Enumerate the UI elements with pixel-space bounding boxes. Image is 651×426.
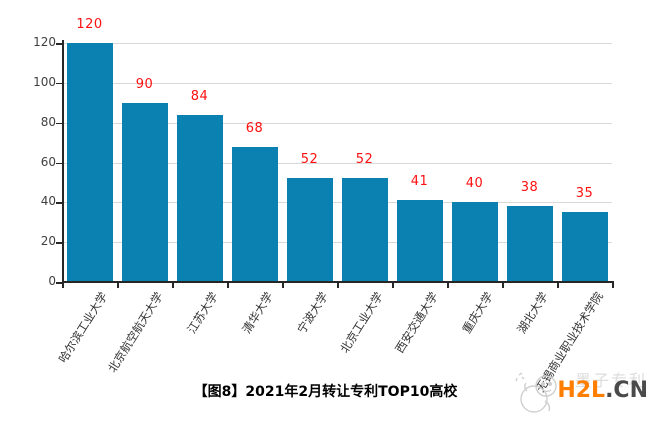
watermark-gray-text: 墨子专利 bbox=[574, 371, 647, 390]
y-gridline bbox=[62, 122, 612, 124]
bar bbox=[506, 206, 553, 282]
x-tick-mark bbox=[62, 282, 64, 288]
bar-value-label: 52 bbox=[355, 152, 374, 168]
y-gridline bbox=[62, 202, 612, 204]
category-label: 北京工业大学 bbox=[336, 289, 386, 356]
y-axis-line bbox=[62, 40, 64, 283]
x-tick-mark bbox=[612, 282, 614, 288]
bar bbox=[66, 43, 113, 282]
category-label: 北京航空航天大学 bbox=[104, 289, 166, 375]
watermark-brand-dark: .CN bbox=[605, 378, 648, 403]
y-gridline bbox=[62, 43, 612, 44]
x-tick-mark bbox=[557, 282, 559, 288]
bar bbox=[451, 202, 498, 282]
bar-value-label: 35 bbox=[575, 186, 594, 202]
bar-value-label: 52 bbox=[300, 152, 319, 168]
y-tick-label: 20 bbox=[40, 234, 56, 249]
chart-caption: 【图8】2021年2月转让专利TOP10高校 bbox=[193, 384, 458, 400]
x-tick-mark bbox=[337, 282, 339, 288]
y-gridline bbox=[62, 242, 612, 244]
x-tick-mark bbox=[282, 282, 284, 288]
y-tick-mark bbox=[56, 202, 62, 204]
y-tick-label: 80 bbox=[40, 114, 56, 129]
y-tick-label: 0 bbox=[48, 274, 56, 288]
bar bbox=[341, 178, 388, 282]
bar bbox=[231, 146, 278, 282]
bar bbox=[121, 102, 168, 282]
bar bbox=[176, 114, 223, 282]
bar bbox=[396, 200, 443, 282]
y-tick-label: 40 bbox=[40, 194, 56, 209]
y-gridline bbox=[62, 82, 612, 84]
y-tick-mark bbox=[56, 43, 62, 45]
category-label: 重庆大学 bbox=[458, 289, 496, 336]
x-tick-mark bbox=[447, 282, 449, 288]
category-label: 湖北大学 bbox=[513, 289, 551, 336]
x-tick-mark bbox=[172, 282, 174, 288]
bar-value-label: 68 bbox=[245, 120, 264, 136]
bar bbox=[286, 178, 333, 282]
bar-value-label: 40 bbox=[465, 176, 484, 192]
x-tick-mark bbox=[117, 282, 119, 288]
bar-value-label: 90 bbox=[135, 76, 154, 92]
x-tick-mark bbox=[502, 282, 504, 288]
x-tick-mark bbox=[392, 282, 394, 288]
y-gridline bbox=[62, 162, 612, 164]
bar-value-label: 41 bbox=[410, 174, 429, 190]
y-tick-mark bbox=[56, 282, 62, 284]
bar bbox=[561, 212, 608, 282]
watermark-brand-orange: H2L bbox=[557, 378, 606, 403]
watermark: 墨子专利 H2L.CN bbox=[515, 371, 650, 423]
category-label: 宁波大学 bbox=[293, 289, 331, 336]
category-label: 哈尔滨工业大学 bbox=[55, 289, 111, 366]
category-label: 清华大学 bbox=[238, 289, 276, 336]
y-tick-label: 120 bbox=[33, 35, 56, 49]
x-tick-mark bbox=[227, 282, 229, 288]
x-axis-line bbox=[62, 281, 614, 283]
watermark-brand: H2L.CN bbox=[557, 378, 648, 403]
watermark-mascot-icon bbox=[515, 371, 569, 421]
y-tick-label: 100 bbox=[33, 74, 56, 89]
y-tick-mark bbox=[56, 122, 62, 125]
y-tick-mark bbox=[56, 242, 62, 244]
bar-value-label: 38 bbox=[520, 180, 539, 196]
y-tick-label: 60 bbox=[40, 154, 56, 169]
bar-value-label: 84 bbox=[190, 88, 209, 104]
category-label: 西安交通大学 bbox=[391, 289, 441, 356]
y-tick-mark bbox=[56, 82, 62, 85]
y-tick-mark bbox=[56, 162, 62, 164]
category-label: 江苏大学 bbox=[183, 289, 221, 336]
bar-value-label: 120 bbox=[76, 17, 103, 32]
